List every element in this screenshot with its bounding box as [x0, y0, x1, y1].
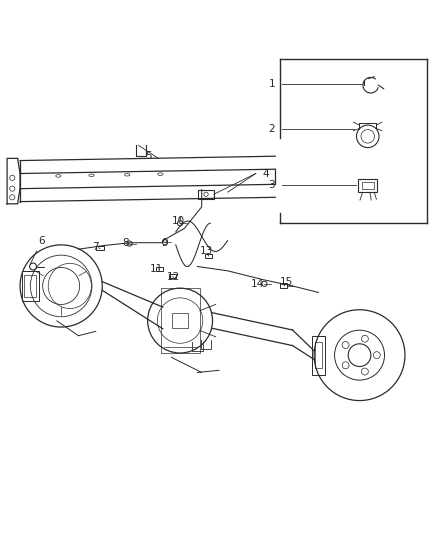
Bar	[362, 182, 374, 189]
Text: 6: 6	[30, 236, 45, 264]
Bar	[96, 246, 104, 250]
Text: 9: 9	[162, 238, 168, 248]
Bar	[312, 336, 325, 375]
Bar	[205, 254, 212, 258]
Bar	[169, 274, 176, 278]
Bar	[358, 179, 377, 192]
Text: 11: 11	[150, 264, 163, 273]
Text: 5: 5	[145, 151, 152, 161]
Bar	[172, 313, 188, 328]
Text: 8: 8	[123, 238, 130, 248]
Text: 2: 2	[268, 124, 275, 134]
Text: 1: 1	[268, 79, 275, 90]
Text: 7: 7	[92, 242, 100, 252]
Bar	[280, 284, 287, 288]
Text: 4: 4	[262, 168, 269, 179]
Text: 15: 15	[279, 277, 293, 287]
Bar	[161, 288, 200, 353]
Bar	[156, 266, 163, 271]
Bar	[315, 342, 322, 368]
Text: 14: 14	[251, 279, 265, 289]
Bar	[198, 190, 214, 199]
Text: 3: 3	[268, 180, 275, 190]
Bar	[24, 275, 36, 297]
Text: 10: 10	[171, 216, 184, 226]
Bar	[22, 271, 39, 301]
Text: 13: 13	[199, 246, 213, 256]
Text: 12: 12	[167, 272, 180, 282]
